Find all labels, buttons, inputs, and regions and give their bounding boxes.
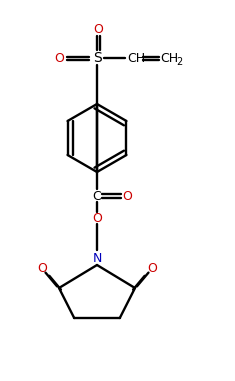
Text: 2: 2 [176, 57, 182, 67]
Text: CH: CH [127, 51, 145, 64]
Text: O: O [94, 22, 103, 35]
Text: O: O [92, 211, 102, 224]
Text: O: O [147, 262, 157, 275]
Text: CH: CH [160, 51, 178, 64]
Text: O: O [122, 189, 132, 202]
Text: S: S [93, 51, 101, 65]
Text: N: N [92, 251, 102, 264]
Text: C: C [92, 189, 101, 202]
Text: O: O [54, 51, 64, 64]
Text: O: O [37, 262, 47, 275]
